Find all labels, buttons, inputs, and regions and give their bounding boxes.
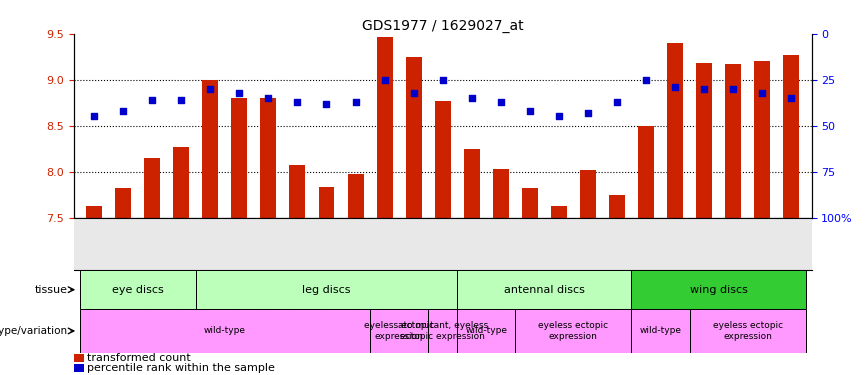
Point xyxy=(436,77,450,83)
Bar xyxy=(405,57,422,217)
Text: wild-type: wild-type xyxy=(204,326,246,335)
Text: eyeless ectopic
expression: eyeless ectopic expression xyxy=(538,321,608,340)
Point xyxy=(378,77,391,83)
Bar xyxy=(516,309,632,352)
Point xyxy=(581,110,595,116)
Bar xyxy=(202,80,218,218)
Point xyxy=(755,90,769,96)
Text: leg discs: leg discs xyxy=(302,285,351,295)
Bar xyxy=(428,309,457,352)
Bar xyxy=(86,207,102,218)
Point xyxy=(233,90,247,96)
Point xyxy=(610,99,624,105)
Bar xyxy=(493,169,509,217)
Text: wing discs: wing discs xyxy=(690,285,747,295)
Bar xyxy=(754,62,770,217)
Point xyxy=(494,99,508,105)
Text: wild-type: wild-type xyxy=(465,326,507,335)
Bar xyxy=(377,36,392,218)
Point xyxy=(464,95,478,101)
Bar xyxy=(580,170,596,217)
Point xyxy=(174,97,188,103)
Text: eye discs: eye discs xyxy=(112,285,163,295)
Point xyxy=(261,95,275,101)
Text: transformed count: transformed count xyxy=(88,352,191,363)
Bar xyxy=(638,126,654,218)
Text: ato mutant, eyeless
ectopic expression: ato mutant, eyeless ectopic expression xyxy=(398,321,488,340)
Bar xyxy=(115,188,131,218)
Point xyxy=(668,84,682,90)
Point xyxy=(291,99,305,105)
Bar xyxy=(522,188,538,218)
Point xyxy=(523,108,536,114)
Bar xyxy=(260,98,276,218)
Text: percentile rank within the sample: percentile rank within the sample xyxy=(88,363,275,373)
Point xyxy=(407,90,421,96)
Point xyxy=(319,100,333,106)
Bar xyxy=(696,63,712,217)
Bar xyxy=(632,309,689,352)
Text: tissue: tissue xyxy=(35,285,68,295)
Point xyxy=(349,99,363,105)
Bar xyxy=(347,174,364,217)
Point xyxy=(727,86,740,92)
Bar xyxy=(319,187,334,218)
Point xyxy=(697,86,711,92)
Bar xyxy=(457,309,516,352)
Bar xyxy=(370,309,428,352)
Text: genotype/variation: genotype/variation xyxy=(0,326,68,336)
Point xyxy=(145,97,159,103)
Bar xyxy=(196,270,457,309)
Bar xyxy=(609,195,625,217)
Bar xyxy=(725,64,741,217)
Bar xyxy=(464,148,480,217)
Point xyxy=(116,108,130,114)
Bar xyxy=(289,165,306,218)
Bar xyxy=(783,55,799,217)
Point xyxy=(203,86,217,92)
Bar xyxy=(632,270,806,309)
Bar xyxy=(232,98,247,218)
Text: eyeless ectopic
expression: eyeless ectopic expression xyxy=(364,321,434,340)
Bar xyxy=(667,43,683,218)
Bar xyxy=(174,147,189,218)
Point xyxy=(639,77,653,83)
Bar xyxy=(80,270,196,309)
Text: antennal discs: antennal discs xyxy=(504,285,585,295)
Title: GDS1977 / 1629027_at: GDS1977 / 1629027_at xyxy=(362,19,523,33)
Bar xyxy=(80,309,370,352)
Point xyxy=(552,113,566,119)
Text: eyeless ectopic
expression: eyeless ectopic expression xyxy=(713,321,783,340)
Bar xyxy=(457,270,632,309)
Bar xyxy=(435,101,450,217)
Bar xyxy=(144,158,161,218)
Bar xyxy=(74,354,83,362)
Bar xyxy=(74,364,83,372)
Text: wild-type: wild-type xyxy=(640,326,681,335)
Point xyxy=(87,113,101,119)
Point xyxy=(785,95,799,101)
Bar xyxy=(551,207,567,218)
Bar xyxy=(689,309,806,352)
